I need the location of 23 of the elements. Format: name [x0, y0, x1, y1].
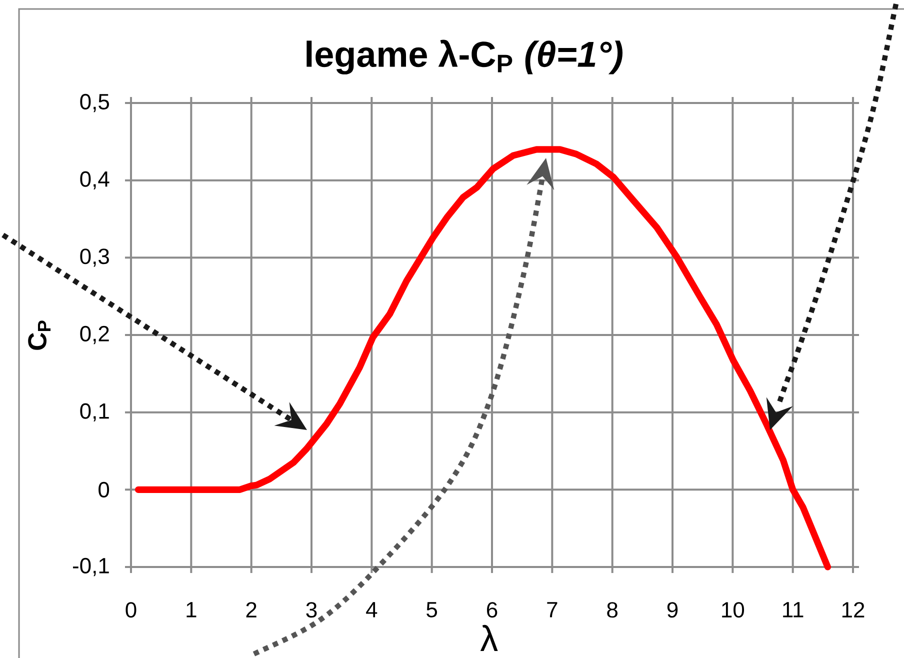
y-axis-title: C$_{P}$: [28, 320, 51, 350]
x-tick-label: 9: [667, 602, 678, 618]
x-tick-label: 8: [607, 602, 618, 618]
x-tick-label: 1: [186, 602, 196, 618]
x-tick-label: 12: [842, 602, 864, 618]
x-tick-label: 0: [126, 602, 136, 618]
x-tick-label: 11: [783, 602, 804, 618]
y-tick-label: 0,3: [80, 248, 109, 267]
y-tick-label: 0,1: [80, 403, 109, 422]
y-tick-label: 0,2: [80, 326, 109, 344]
x-tick-label: 10: [722, 602, 744, 618]
x-axis-title: λ: [480, 624, 498, 652]
x-tick-label: 2: [246, 602, 256, 618]
chart-title: legame λ-C$_{P}$ (θ=1°): [306, 40, 623, 74]
x-tick-label: 4: [366, 602, 378, 618]
y-tick-label: 0: [98, 482, 110, 498]
y-tick-label: -0,1: [72, 558, 109, 576]
x-tick-label: 3: [306, 602, 317, 618]
y-tick-label: 0,5: [80, 94, 109, 112]
x-tick-label: 7: [547, 602, 558, 618]
x-tick-label: 5: [426, 602, 438, 618]
x-tick-label: 6: [487, 602, 498, 618]
y-tick-label: 0,4: [80, 171, 110, 190]
